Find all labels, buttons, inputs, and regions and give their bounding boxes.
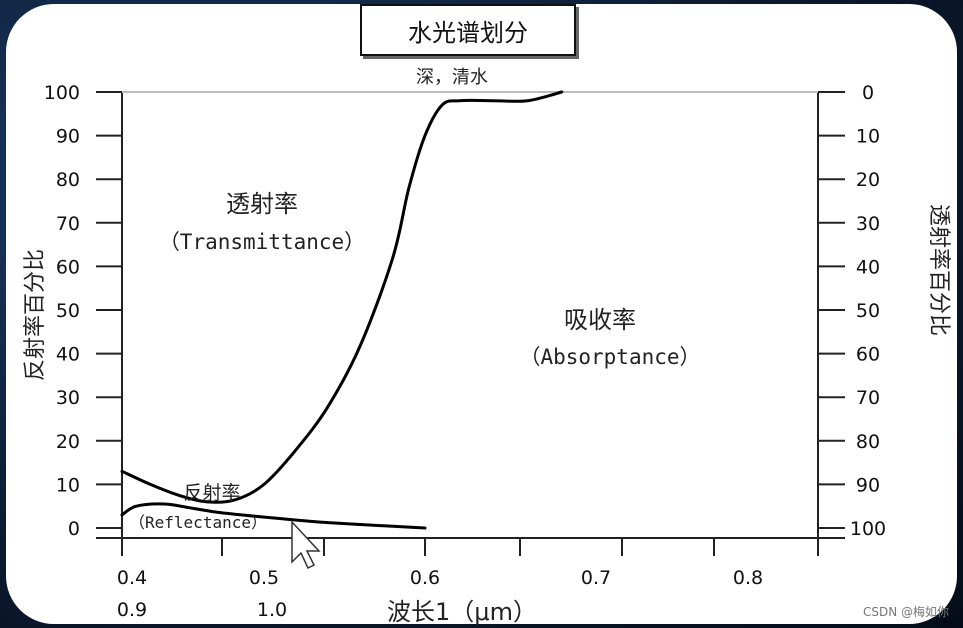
- right-y-tick-label: 50: [856, 300, 880, 322]
- left-y-axis-label: 反射率百分比: [23, 249, 48, 381]
- right-y-axis-label: 透射率百分比: [926, 204, 951, 336]
- x-tick-label-row2: 0.9: [117, 599, 147, 621]
- right-y-tick-label: 90: [856, 474, 880, 496]
- x-tick-label-row1: 0.4: [117, 567, 147, 589]
- left-y-tick-label: 20: [56, 431, 80, 453]
- left-y-tick-label: 30: [56, 387, 80, 409]
- left-y-tick-label: 80: [56, 169, 80, 191]
- left-y-tick-label: 40: [56, 344, 80, 366]
- chart-panel: [6, 4, 957, 624]
- deep-water-label: 深，清水: [416, 67, 488, 88]
- x-tick-label-row1: 0.6: [410, 567, 440, 589]
- reflectance-curve: [120, 502, 427, 530]
- absorptance-label-en: （Absorptance）: [519, 345, 700, 369]
- right-y-tick-label: 40: [856, 256, 880, 278]
- left-y-tick-label: 90: [56, 126, 80, 148]
- left-y-ticks: 0 10 20 30 40 50 60 70 80 90 100: [44, 82, 122, 540]
- transmittance-curve: [120, 90, 564, 504]
- right-y-tick-label: 70: [856, 387, 880, 409]
- transmittance-label-en: （Transmittance）: [159, 230, 365, 254]
- right-y-tick-label: 0: [862, 82, 874, 104]
- left-y-tick-label: 10: [56, 474, 80, 496]
- reflectance-label-cn: 反射率: [183, 482, 240, 504]
- left-y-tick-label: 0: [68, 518, 80, 540]
- mouse-cursor-icon: [291, 520, 321, 570]
- right-y-tick-label: 100: [850, 518, 886, 540]
- right-y-tick-label: 10: [856, 126, 880, 148]
- absorptance-label-cn: 吸收率: [564, 306, 636, 334]
- x-axis-label: 波长1（μm）: [387, 598, 537, 626]
- chart-title: 水光谱划分: [360, 4, 576, 56]
- right-y-tick-label: 30: [856, 213, 880, 235]
- right-y-tick-label: 20: [856, 169, 880, 191]
- left-y-tick-label: 60: [56, 256, 80, 278]
- x-tick-label-row1: 0.7: [581, 567, 611, 589]
- left-y-tick-label: 50: [56, 300, 80, 322]
- x-tick-label-row1: 0.8: [733, 567, 763, 589]
- right-y-tick-label: 60: [856, 344, 880, 366]
- right-y-ticks: 0 10 20 30 40 50 60 70 80 90 100: [818, 82, 886, 540]
- x-ticks: 0.4 0.5 0.6 0.7 0.8 0.9 1.0: [117, 538, 819, 621]
- left-y-tick-label: 70: [56, 213, 80, 235]
- transmittance-label-cn: 透射率: [226, 190, 298, 218]
- x-tick-label-row2: 1.0: [257, 599, 287, 621]
- reflectance-label-en: （Reflectance）: [129, 513, 267, 532]
- watermark: CSDN @梅如你: [862, 605, 949, 619]
- x-tick-label-row1: 0.5: [249, 567, 279, 589]
- left-y-tick-label: 100: [44, 82, 80, 104]
- right-y-tick-label: 80: [856, 431, 880, 453]
